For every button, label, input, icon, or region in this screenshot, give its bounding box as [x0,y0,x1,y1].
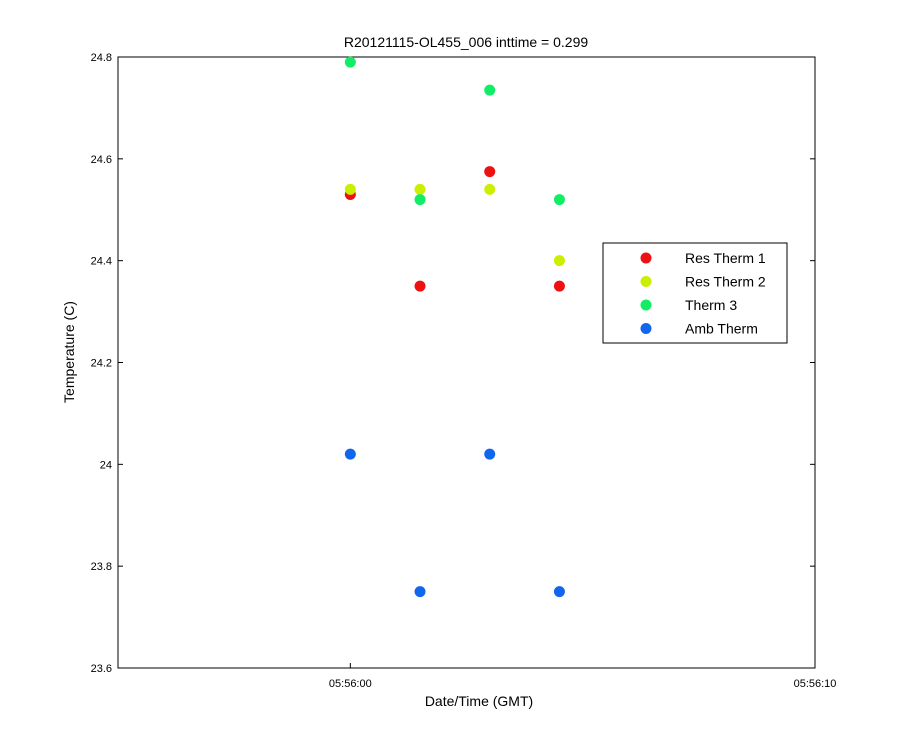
x-axis: 05:56:00 05:56:10 [329,57,836,690]
point-res-therm-1 [484,166,496,178]
point-therm-3 [484,84,496,96]
y-tick-label: 24.6 [91,154,112,166]
point-res-therm-2 [344,183,356,195]
point-res-therm-1 [553,280,565,292]
chart-title: R20121115-OL455_006 inttime = 0.299 [344,34,588,50]
x-tick-label: 05:56:00 [329,678,372,690]
legend-label-res-therm-2: Res Therm 2 [685,274,766,290]
legend: Res Therm 1 Res Therm 2 Therm 3 Amb Therm [602,242,788,344]
point-therm-3 [553,194,565,206]
legend-box [602,242,788,344]
legend-marker-therm-3 [640,299,652,311]
point-amb-therm [484,448,496,460]
legend-label-therm-3: Therm 3 [685,297,737,313]
point-res-therm-2 [553,255,565,267]
legend-label-res-therm-1: Res Therm 1 [685,250,766,266]
point-res-therm-2 [484,183,496,195]
x-tick-label: 05:56:10 [794,678,837,690]
point-therm-3 [414,194,426,206]
y-tick-label: 24 [100,459,112,471]
point-amb-therm [414,586,426,598]
plot-area [117,56,816,669]
point-amb-therm [553,586,565,598]
point-therm-3 [344,56,356,68]
y-tick-label: 23.8 [91,561,112,573]
point-res-therm-1 [414,280,426,292]
legend-label-amb-therm: Amb Therm [685,321,758,337]
point-amb-therm [344,448,356,460]
legend-marker-res-therm-1 [640,252,652,264]
y-tick-label: 24.2 [91,358,112,370]
y-axis: 23.6 23.8 24 24.2 24.4 24.6 24.8 [91,52,815,675]
point-res-therm-2 [414,183,426,195]
y-tick-label: 23.6 [91,663,112,675]
y-axis-label: Temperature (C) [61,301,77,403]
y-tick-label: 24.4 [91,256,112,268]
y-tick-label: 24.8 [91,52,112,64]
legend-marker-amb-therm [640,323,652,334]
legend-marker-res-therm-2 [640,276,652,287]
data-points [344,56,565,598]
x-axis-label: Date/Time (GMT) [425,693,533,709]
